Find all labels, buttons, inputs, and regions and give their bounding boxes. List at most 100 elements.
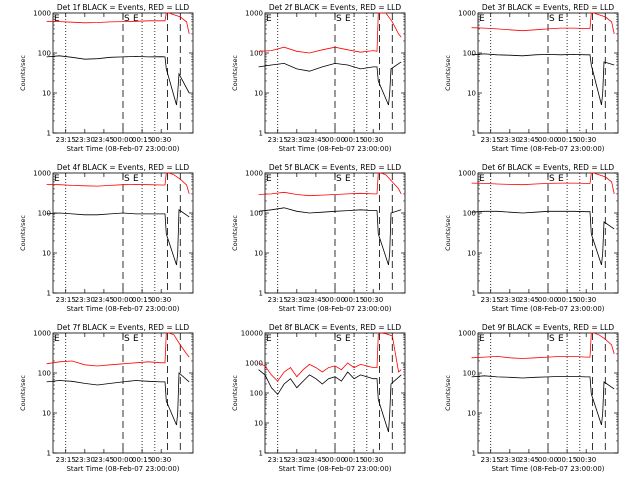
series-lld-line xyxy=(46,12,190,34)
y-axis-label: Counts/sec xyxy=(231,55,239,91)
marker-label-s: S xyxy=(549,334,555,344)
x-tick-label: 00:00 xyxy=(538,296,558,304)
series-events-line xyxy=(258,369,402,433)
x-axis-label: Start Time (08-Feb-07 23:00:00) xyxy=(278,145,391,153)
x-tick-label: 00:00 xyxy=(113,136,133,144)
panel-5: Det 5f BLACK = Events, RED = LLD 1 10 100 10… xyxy=(231,163,406,313)
x-tick-label: 23:15 xyxy=(481,296,501,304)
y-tick-label: 10 xyxy=(467,250,476,258)
panel-6: Det 6f BLACK = Events, RED = LLD 1 10 100 10… xyxy=(444,163,619,313)
marker-label-s: S xyxy=(124,174,130,184)
x-tick-label: 23:45 xyxy=(519,296,539,304)
x-axis-label: Start Time (08-Feb-07 23:00:00) xyxy=(491,305,604,313)
marker-label-e: E xyxy=(558,14,564,24)
x-tick-label: 00:30 xyxy=(151,296,171,304)
y-tick-label: 1 xyxy=(47,450,51,458)
x-tick-label: 00:00 xyxy=(325,456,345,464)
series-lld-line xyxy=(258,172,402,197)
marker-label-s: S xyxy=(124,14,130,24)
y-tick-label: 100 xyxy=(38,370,51,378)
y-tick-label: 1 xyxy=(47,290,51,298)
marker-label-s: S xyxy=(124,334,130,344)
y-tick-label: 1 xyxy=(472,290,476,298)
x-tick-label: 00:00 xyxy=(325,136,345,144)
x-tick-label: 00:30 xyxy=(576,296,596,304)
y-tick-label: 10 xyxy=(42,250,51,258)
series-lld-line xyxy=(258,332,402,382)
x-tick-label: 00:30 xyxy=(151,456,171,464)
y-tick-label: 1 xyxy=(472,130,476,138)
y-tick-label: 1000 xyxy=(33,330,51,338)
x-tick-label: 23:45 xyxy=(306,136,326,144)
x-tick-label: 23:45 xyxy=(94,456,114,464)
x-tick-label: 23:45 xyxy=(519,456,539,464)
marker-label-e: E xyxy=(479,174,485,184)
panel-title: Det 2f BLACK = Events, RED = LLD xyxy=(269,3,402,12)
x-tick-label: 00:15 xyxy=(344,456,364,464)
marker-label-e: E xyxy=(133,14,139,24)
x-tick-label: 23:15 xyxy=(56,136,76,144)
series-events-line xyxy=(46,209,190,266)
marker-label-e: E xyxy=(54,14,60,24)
x-axis-label: Start Time (08-Feb-07 23:00:00) xyxy=(278,305,391,313)
marker-label-e: E xyxy=(133,334,139,344)
x-tick-label: 00:00 xyxy=(325,296,345,304)
panel-title: Det 7f BLACK = Events, RED = LLD xyxy=(57,323,190,332)
x-tick-label: 00:00 xyxy=(113,456,133,464)
series-events-line xyxy=(46,372,190,426)
x-tick-label: 00:15 xyxy=(132,456,152,464)
x-axis-label: Start Time (08-Feb-07 23:00:00) xyxy=(278,465,391,473)
x-tick-label: 00:30 xyxy=(151,136,171,144)
y-tick-label: 100 xyxy=(38,210,51,218)
x-axis-label: Start Time (08-Feb-07 23:00:00) xyxy=(66,305,179,313)
marker-label-s: S xyxy=(336,174,342,184)
x-tick-label: 23:30 xyxy=(75,296,95,304)
marker-label-e: E xyxy=(133,174,139,184)
marker-label-e: E xyxy=(479,334,485,344)
panel-2: Det 2f BLACK = Events, RED = LLD 1 10 100 10… xyxy=(231,3,406,153)
y-axis-label: Counts/sec xyxy=(231,215,239,251)
x-tick-label: 00:15 xyxy=(344,296,364,304)
x-axis-label: Start Time (08-Feb-07 23:00:00) xyxy=(66,145,179,153)
x-tick-label: 23:45 xyxy=(94,296,114,304)
y-tick-label: 1000 xyxy=(33,10,51,18)
marker-label-e: E xyxy=(54,334,60,344)
panel-title: Det 4f BLACK = Events, RED = LLD xyxy=(57,163,190,172)
panel-title: Det 5f BLACK = Events, RED = LLD xyxy=(269,163,402,172)
panel-9: Det 9f BLACK = Events, RED = LLD 1 10 100 10… xyxy=(444,323,619,473)
x-tick-label: 23:30 xyxy=(75,136,95,144)
x-tick-label: 23:45 xyxy=(94,136,114,144)
panel-3: Det 3f BLACK = Events, RED = LLD 1 10 100 10… xyxy=(444,3,619,153)
y-tick-label: 1000 xyxy=(458,170,476,178)
x-tick-label: 00:30 xyxy=(363,456,383,464)
y-tick-label: 1 xyxy=(259,450,263,458)
series-lld-line xyxy=(46,172,190,195)
y-tick-label: 1 xyxy=(47,130,51,138)
y-tick-label: 100 xyxy=(250,390,263,398)
x-tick-label: 23:30 xyxy=(500,456,520,464)
x-tick-label: 23:15 xyxy=(481,456,501,464)
y-tick-label: 100 xyxy=(250,50,263,58)
marker-label-s: S xyxy=(336,14,342,24)
x-axis-label: Start Time (08-Feb-07 23:00:00) xyxy=(66,465,179,473)
x-tick-label: 00:30 xyxy=(576,136,596,144)
marker-label-e: E xyxy=(54,174,60,184)
y-axis-label: Counts/sec xyxy=(444,55,452,91)
y-tick-label: 1 xyxy=(259,130,263,138)
series-lld-line xyxy=(471,172,615,194)
marker-label-e: E xyxy=(479,14,485,24)
series-events-line xyxy=(258,207,402,266)
panel-1: Det 1f BLACK = Events, RED = LLD 1 10 100 10… xyxy=(19,3,194,153)
y-tick-label: 100 xyxy=(463,210,476,218)
x-tick-label: 23:15 xyxy=(481,136,501,144)
series-events-line xyxy=(471,210,615,266)
x-tick-label: 23:45 xyxy=(306,296,326,304)
x-tick-label: 00:15 xyxy=(344,136,364,144)
series-lld-line xyxy=(46,332,190,367)
y-tick-label: 10 xyxy=(42,90,51,98)
x-tick-label: 23:30 xyxy=(287,456,307,464)
y-tick-label: 100 xyxy=(463,370,476,378)
y-axis-label: Counts/sec xyxy=(444,375,452,411)
y-tick-label: 100 xyxy=(250,210,263,218)
y-tick-label: 10000 xyxy=(241,330,263,338)
